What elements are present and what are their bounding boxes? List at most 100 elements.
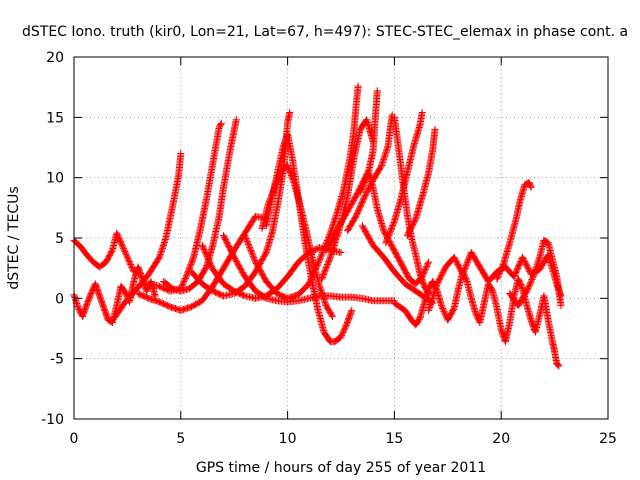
- data-point-marker: [389, 220, 397, 228]
- data-point-marker: [462, 276, 470, 284]
- data-point-marker: [243, 236, 251, 244]
- data-point-marker: [123, 252, 131, 260]
- data-point-marker: [203, 251, 211, 259]
- y-axis-label: dSTEC / TECUs: [6, 186, 22, 289]
- data-point-marker: [119, 243, 127, 251]
- data-point-marker: [389, 221, 397, 229]
- data-point-marker: [459, 269, 467, 277]
- x-tick-label: 0: [70, 431, 79, 447]
- x-axis-label: GPS time / hours of day 255 of year 2011: [196, 460, 486, 476]
- data-point-marker: [249, 252, 257, 260]
- data-point-marker: [118, 240, 126, 248]
- series-12: [318, 116, 377, 283]
- data-point-marker: [431, 125, 439, 133]
- data-point-marker: [498, 263, 506, 271]
- data-point-marker: [425, 258, 433, 266]
- data-point-marker: [286, 109, 294, 117]
- data-point-marker: [441, 309, 449, 317]
- data-point-marker: [120, 245, 128, 253]
- data-point-marker: [496, 268, 504, 276]
- data-point-marker: [385, 232, 393, 240]
- series-23: [506, 236, 565, 310]
- data-point-marker: [124, 255, 132, 263]
- data-point-marker: [384, 233, 392, 241]
- data-point-marker: [325, 256, 333, 264]
- data-point-marker: [388, 224, 396, 232]
- data-point-marker: [337, 248, 345, 256]
- data-point-marker: [495, 271, 503, 279]
- data-point-marker: [204, 254, 212, 262]
- data-point-marker: [341, 323, 349, 331]
- data-point-marker: [200, 245, 208, 253]
- data-point-marker: [323, 262, 331, 270]
- data-point-marker: [524, 284, 532, 292]
- data-point-marker: [465, 254, 473, 262]
- series-6: [187, 109, 294, 300]
- data-point-marker: [494, 272, 502, 280]
- data-point-marker: [411, 216, 419, 224]
- data-point-marker: [497, 266, 505, 274]
- data-point-marker: [122, 250, 130, 258]
- data-point-marker: [318, 274, 326, 282]
- data-point-marker: [342, 321, 350, 329]
- data-point-marker: [460, 267, 468, 275]
- chart-title: dSTEC Iono. truth (kir0, Lon=21, Lat=67,…: [22, 24, 628, 40]
- data-point-marker: [421, 265, 429, 273]
- data-point-marker: [319, 247, 327, 255]
- data-point-marker: [382, 237, 390, 245]
- data-point-marker: [464, 256, 472, 264]
- data-point-marker: [348, 306, 356, 314]
- data-point-marker: [326, 255, 334, 263]
- data-point-marker: [128, 263, 136, 271]
- data-point-marker: [525, 281, 533, 289]
- data-point-marker: [315, 257, 323, 265]
- data-point-marker: [127, 262, 135, 270]
- series-18: [390, 113, 433, 298]
- data-point-marker: [108, 247, 116, 255]
- x-tick-label: 20: [492, 431, 510, 447]
- data-point-marker: [181, 275, 189, 283]
- data-point-marker: [523, 286, 531, 294]
- data-point-marker: [354, 82, 362, 90]
- data-point-marker: [246, 243, 254, 251]
- data-point-marker: [207, 261, 215, 269]
- data-point-marker: [203, 253, 211, 261]
- series-9: [241, 82, 362, 302]
- data-point-marker: [554, 361, 562, 369]
- series-0: [70, 229, 138, 276]
- data-point-marker: [424, 260, 432, 268]
- data-point-marker: [121, 249, 129, 257]
- data-point-marker: [337, 333, 345, 341]
- series-13: [322, 87, 381, 254]
- data-point-marker: [328, 311, 336, 319]
- data-point-marker: [321, 266, 329, 274]
- data-point-marker: [387, 226, 395, 234]
- data-point-marker: [199, 243, 207, 251]
- data-point-marker: [250, 255, 258, 263]
- data-point-marker: [201, 247, 209, 255]
- series-22: [493, 178, 535, 283]
- data-point-marker: [439, 306, 447, 314]
- y-tick-label: 0: [55, 291, 64, 307]
- data-point-marker: [183, 272, 191, 280]
- data-point-marker: [340, 327, 348, 335]
- x-tick-label: 5: [176, 431, 185, 447]
- data-point-marker: [232, 116, 240, 124]
- data-point-marker: [384, 234, 392, 242]
- data-point-marker: [317, 253, 325, 261]
- data-point-marker: [385, 230, 393, 238]
- data-point-marker: [338, 331, 346, 339]
- y-tick-label: 15: [46, 110, 64, 126]
- series-5: [160, 116, 240, 295]
- data-point-marker: [440, 307, 448, 315]
- data-point-marker: [199, 244, 207, 252]
- data-point-marker: [423, 262, 431, 270]
- data-point-marker: [206, 260, 214, 268]
- data-point-marker: [386, 229, 394, 237]
- data-point-marker: [208, 263, 216, 271]
- series-11: [262, 130, 356, 346]
- data-point-marker: [244, 240, 252, 248]
- data-point-marker: [438, 303, 446, 311]
- data-point-marker: [462, 263, 470, 271]
- data-point-marker: [317, 251, 325, 259]
